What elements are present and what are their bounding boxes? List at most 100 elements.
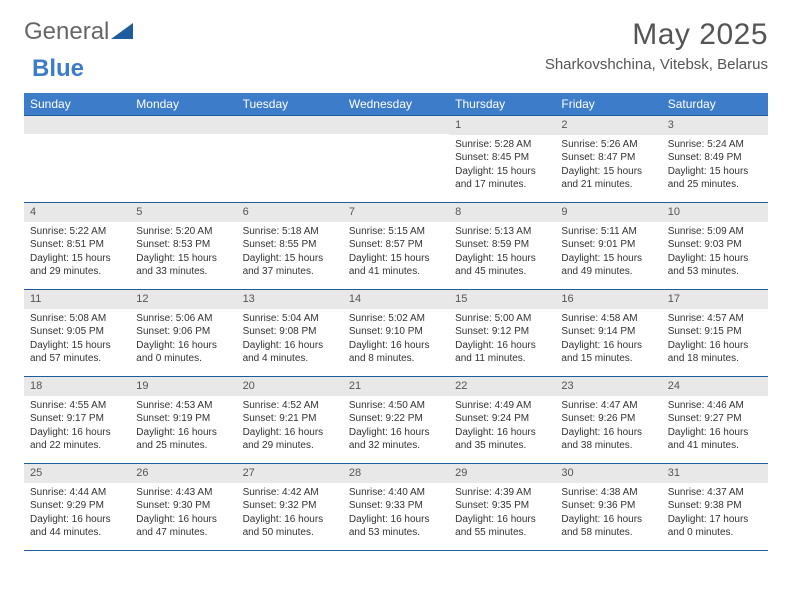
sunset-text: Sunset: 9:22 PM xyxy=(349,412,443,426)
sunrise-text: Sunrise: 5:18 AM xyxy=(243,225,337,239)
day-body: Sunrise: 5:11 AMSunset: 9:01 PMDaylight:… xyxy=(555,222,661,285)
week-row: 1Sunrise: 5:28 AMSunset: 8:45 PMDaylight… xyxy=(24,115,768,203)
day-cell: 22Sunrise: 4:49 AMSunset: 9:24 PMDayligh… xyxy=(449,377,555,463)
sunset-text: Sunset: 9:33 PM xyxy=(349,499,443,513)
daylight-text: Daylight: 15 hours and 29 minutes. xyxy=(30,252,124,279)
day-body: Sunrise: 4:43 AMSunset: 9:30 PMDaylight:… xyxy=(130,483,236,546)
day-body: Sunrise: 5:18 AMSunset: 8:55 PMDaylight:… xyxy=(237,222,343,285)
daylight-text: Daylight: 15 hours and 49 minutes. xyxy=(561,252,655,279)
day-cell: 4Sunrise: 5:22 AMSunset: 8:51 PMDaylight… xyxy=(24,203,130,289)
dow-thu: Thursday xyxy=(449,93,555,115)
sunrise-text: Sunrise: 5:13 AM xyxy=(455,225,549,239)
day-number: 9 xyxy=(555,203,661,222)
day-cell: 19Sunrise: 4:53 AMSunset: 9:19 PMDayligh… xyxy=(130,377,236,463)
day-body: Sunrise: 4:57 AMSunset: 9:15 PMDaylight:… xyxy=(662,309,768,372)
day-body: Sunrise: 4:40 AMSunset: 9:33 PMDaylight:… xyxy=(343,483,449,546)
day-body: Sunrise: 4:37 AMSunset: 9:38 PMDaylight:… xyxy=(662,483,768,546)
day-number: 14 xyxy=(343,290,449,309)
day-cell: 20Sunrise: 4:52 AMSunset: 9:21 PMDayligh… xyxy=(237,377,343,463)
sunset-text: Sunset: 9:36 PM xyxy=(561,499,655,513)
day-number: 10 xyxy=(662,203,768,222)
sunrise-text: Sunrise: 5:24 AM xyxy=(668,138,762,152)
day-number: 17 xyxy=(662,290,768,309)
day-body: Sunrise: 4:39 AMSunset: 9:35 PMDaylight:… xyxy=(449,483,555,546)
day-body: Sunrise: 4:52 AMSunset: 9:21 PMDaylight:… xyxy=(237,396,343,459)
daylight-text: Daylight: 16 hours and 29 minutes. xyxy=(243,426,337,453)
day-number: 1 xyxy=(449,116,555,135)
day-cell: 12Sunrise: 5:06 AMSunset: 9:06 PMDayligh… xyxy=(130,290,236,376)
daylight-text: Daylight: 16 hours and 0 minutes. xyxy=(136,339,230,366)
day-number: 27 xyxy=(237,464,343,483)
sunset-text: Sunset: 9:10 PM xyxy=(349,325,443,339)
week-row: 4Sunrise: 5:22 AMSunset: 8:51 PMDaylight… xyxy=(24,203,768,290)
day-cell: 30Sunrise: 4:38 AMSunset: 9:36 PMDayligh… xyxy=(555,464,661,550)
day-body: Sunrise: 5:28 AMSunset: 8:45 PMDaylight:… xyxy=(449,135,555,198)
daylight-text: Daylight: 15 hours and 33 minutes. xyxy=(136,252,230,279)
day-number: 18 xyxy=(24,377,130,396)
day-number: 31 xyxy=(662,464,768,483)
sunrise-text: Sunrise: 4:50 AM xyxy=(349,399,443,413)
day-number: 16 xyxy=(555,290,661,309)
sunrise-text: Sunrise: 5:06 AM xyxy=(136,312,230,326)
day-cell: 17Sunrise: 4:57 AMSunset: 9:15 PMDayligh… xyxy=(662,290,768,376)
sunset-text: Sunset: 8:51 PM xyxy=(30,238,124,252)
sunrise-text: Sunrise: 4:46 AM xyxy=(668,399,762,413)
day-body: Sunrise: 5:13 AMSunset: 8:59 PMDaylight:… xyxy=(449,222,555,285)
daylight-text: Daylight: 15 hours and 21 minutes. xyxy=(561,165,655,192)
day-number: 24 xyxy=(662,377,768,396)
day-of-week-header: Sunday Monday Tuesday Wednesday Thursday… xyxy=(24,93,768,115)
sunset-text: Sunset: 8:45 PM xyxy=(455,151,549,165)
day-cell: 24Sunrise: 4:46 AMSunset: 9:27 PMDayligh… xyxy=(662,377,768,463)
month-title: May 2025 xyxy=(545,18,768,52)
sunrise-text: Sunrise: 5:08 AM xyxy=(30,312,124,326)
day-number: 12 xyxy=(130,290,236,309)
day-cell xyxy=(343,116,449,202)
sunset-text: Sunset: 8:49 PM xyxy=(668,151,762,165)
day-number: 22 xyxy=(449,377,555,396)
dow-sun: Sunday xyxy=(24,93,130,115)
day-body: Sunrise: 4:50 AMSunset: 9:22 PMDaylight:… xyxy=(343,396,449,459)
calendar-grid: Sunday Monday Tuesday Wednesday Thursday… xyxy=(24,93,768,551)
day-body: Sunrise: 4:49 AMSunset: 9:24 PMDaylight:… xyxy=(449,396,555,459)
day-number: 6 xyxy=(237,203,343,222)
sunrise-text: Sunrise: 4:53 AM xyxy=(136,399,230,413)
daylight-text: Daylight: 16 hours and 41 minutes. xyxy=(668,426,762,453)
sunset-text: Sunset: 9:06 PM xyxy=(136,325,230,339)
day-number: 7 xyxy=(343,203,449,222)
day-cell: 6Sunrise: 5:18 AMSunset: 8:55 PMDaylight… xyxy=(237,203,343,289)
day-number: 3 xyxy=(662,116,768,135)
week-row: 18Sunrise: 4:55 AMSunset: 9:17 PMDayligh… xyxy=(24,377,768,464)
sunrise-text: Sunrise: 5:04 AM xyxy=(243,312,337,326)
day-body: Sunrise: 5:20 AMSunset: 8:53 PMDaylight:… xyxy=(130,222,236,285)
daylight-text: Daylight: 16 hours and 15 minutes. xyxy=(561,339,655,366)
day-body: Sunrise: 5:15 AMSunset: 8:57 PMDaylight:… xyxy=(343,222,449,285)
daylight-text: Daylight: 16 hours and 58 minutes. xyxy=(561,513,655,540)
sunrise-text: Sunrise: 4:43 AM xyxy=(136,486,230,500)
sunset-text: Sunset: 8:57 PM xyxy=(349,238,443,252)
sunrise-text: Sunrise: 4:44 AM xyxy=(30,486,124,500)
sunrise-text: Sunrise: 5:26 AM xyxy=(561,138,655,152)
day-body: Sunrise: 5:24 AMSunset: 8:49 PMDaylight:… xyxy=(662,135,768,198)
day-cell xyxy=(130,116,236,202)
sunset-text: Sunset: 8:55 PM xyxy=(243,238,337,252)
sunrise-text: Sunrise: 5:22 AM xyxy=(30,225,124,239)
daylight-text: Daylight: 16 hours and 11 minutes. xyxy=(455,339,549,366)
sunrise-text: Sunrise: 4:58 AM xyxy=(561,312,655,326)
day-body: Sunrise: 5:26 AMSunset: 8:47 PMDaylight:… xyxy=(555,135,661,198)
daylight-text: Daylight: 17 hours and 0 minutes. xyxy=(668,513,762,540)
sunset-text: Sunset: 9:38 PM xyxy=(668,499,762,513)
day-cell: 13Sunrise: 5:04 AMSunset: 9:08 PMDayligh… xyxy=(237,290,343,376)
day-number: 30 xyxy=(555,464,661,483)
day-body: Sunrise: 5:06 AMSunset: 9:06 PMDaylight:… xyxy=(130,309,236,372)
sunset-text: Sunset: 9:29 PM xyxy=(30,499,124,513)
day-number: 13 xyxy=(237,290,343,309)
sunset-text: Sunset: 9:05 PM xyxy=(30,325,124,339)
daylight-text: Daylight: 16 hours and 22 minutes. xyxy=(30,426,124,453)
day-body: Sunrise: 4:53 AMSunset: 9:19 PMDaylight:… xyxy=(130,396,236,459)
daylight-text: Daylight: 15 hours and 17 minutes. xyxy=(455,165,549,192)
daylight-text: Daylight: 16 hours and 25 minutes. xyxy=(136,426,230,453)
weeks-container: 1Sunrise: 5:28 AMSunset: 8:45 PMDaylight… xyxy=(24,115,768,551)
day-number: 5 xyxy=(130,203,236,222)
day-body: Sunrise: 5:22 AMSunset: 8:51 PMDaylight:… xyxy=(24,222,130,285)
sunset-text: Sunset: 9:30 PM xyxy=(136,499,230,513)
